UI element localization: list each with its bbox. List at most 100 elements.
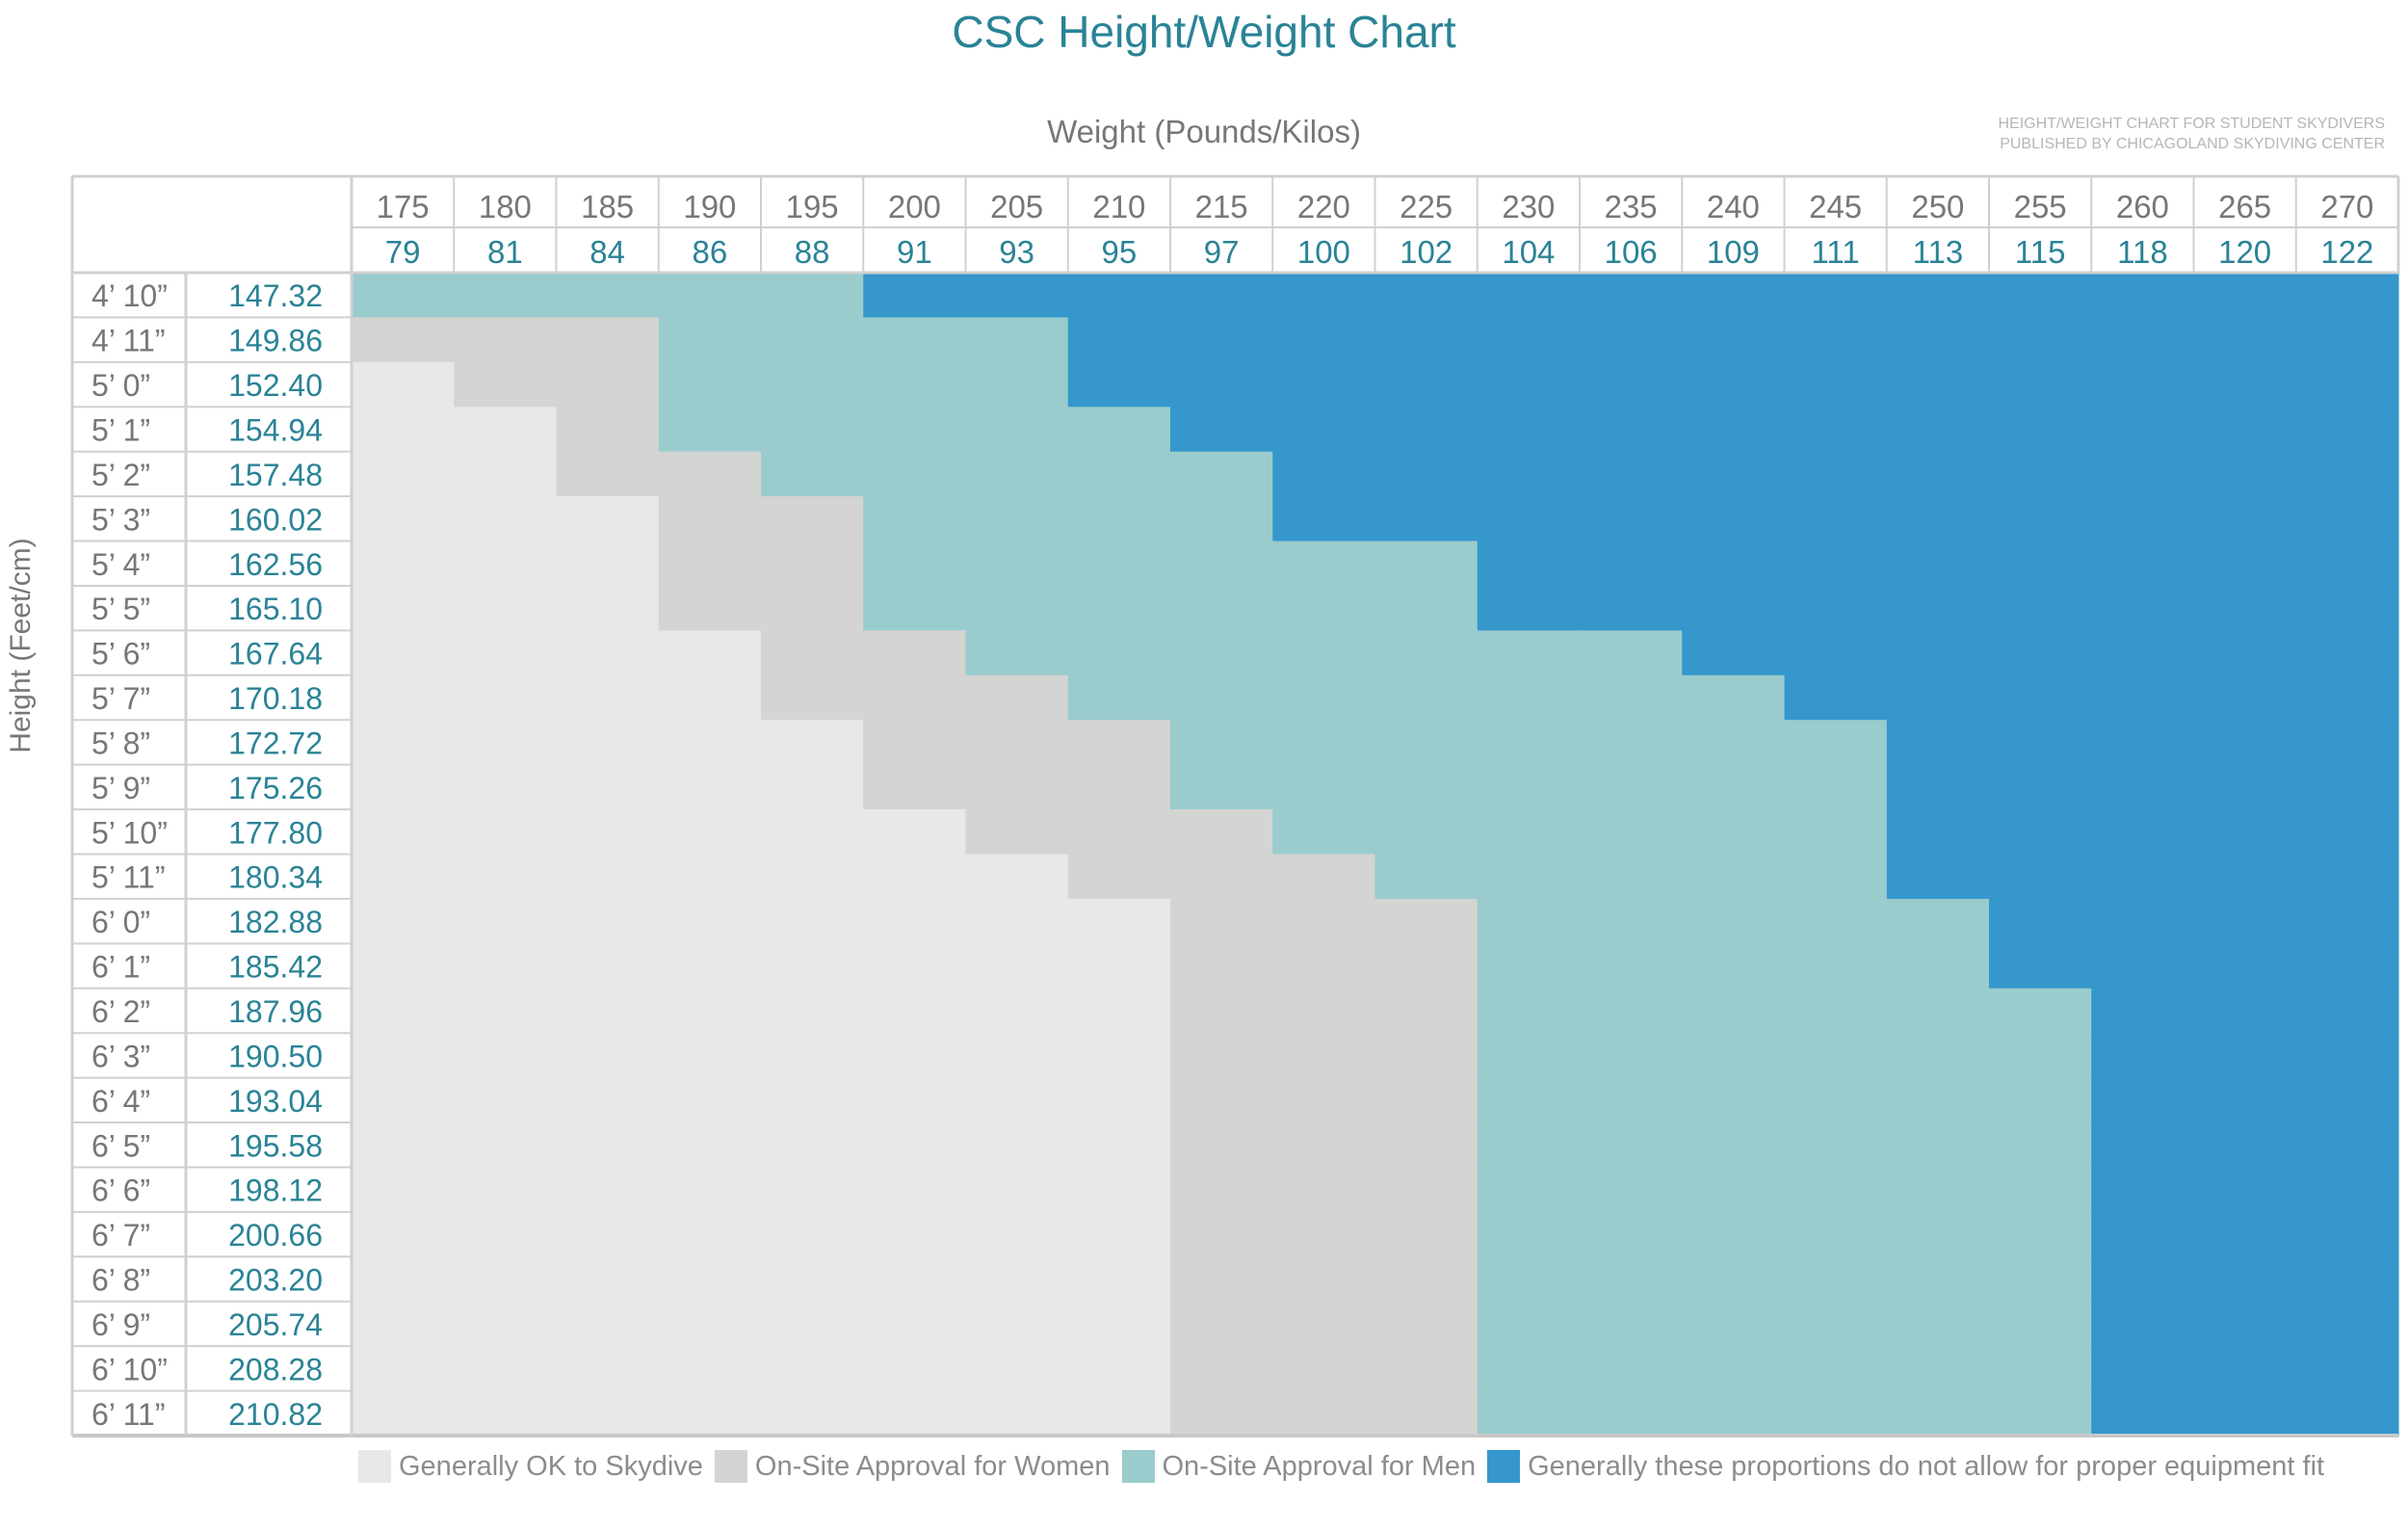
- cell-r11-c8: [1170, 764, 1273, 810]
- cell-r22-c1: [454, 1256, 558, 1303]
- cell-r3-c4: [761, 407, 864, 453]
- cell-r21-c3: [658, 1211, 762, 1257]
- cell-r0-c12: [1580, 273, 1683, 319]
- cell-r5-c17: [2091, 496, 2195, 542]
- cell-r17-c6: [965, 1033, 1069, 1079]
- cell-r9-c15: [1886, 674, 1990, 721]
- cell-r19-c19: [2295, 1122, 2399, 1169]
- cell-r9-c14: [1784, 674, 1888, 721]
- cell-r18-c0: [352, 1077, 455, 1123]
- cell-r15-c18: [2193, 943, 2297, 989]
- cell-r12-c2: [556, 809, 660, 856]
- cell-r19-c15: [1886, 1122, 1990, 1169]
- cell-r13-c6: [965, 854, 1069, 900]
- cell-r10-c5: [863, 720, 967, 766]
- cell-r4-c1: [454, 451, 558, 497]
- cell-r12-c3: [658, 809, 762, 856]
- cell-r11-c7: [1067, 764, 1171, 810]
- cell-r20-c12: [1580, 1167, 1683, 1213]
- cell-r3-c12: [1580, 407, 1683, 453]
- height-ft-label: 6’ 4”: [92, 1084, 150, 1119]
- cell-r6-c11: [1477, 541, 1581, 587]
- cell-r10-c17: [2091, 720, 2195, 766]
- cell-r14-c6: [965, 898, 1069, 944]
- cell-r10-c16: [1989, 720, 2092, 766]
- cell-r23-c5: [863, 1301, 967, 1347]
- cell-r24-c5: [863, 1346, 967, 1392]
- cell-r25-c12: [1580, 1390, 1683, 1437]
- cell-r1-c1: [454, 317, 558, 363]
- cell-r10-c9: [1272, 720, 1376, 766]
- cell-r18-c16: [1989, 1077, 2092, 1123]
- cell-r2-c14: [1784, 361, 1888, 408]
- cell-r25-c3: [658, 1390, 762, 1437]
- cell-r12-c1: [454, 809, 558, 856]
- cell-r21-c16: [1989, 1211, 2092, 1257]
- cell-r25-c15: [1886, 1390, 1990, 1437]
- cell-r7-c19: [2295, 585, 2399, 631]
- cell-r16-c6: [965, 988, 1069, 1034]
- cell-r25-c11: [1477, 1390, 1581, 1437]
- cell-r2-c12: [1580, 361, 1683, 408]
- cell-r24-c10: [1374, 1346, 1479, 1392]
- weight-kg-label: 122: [2320, 234, 2373, 270]
- cell-r17-c17: [2091, 1033, 2195, 1079]
- cell-r22-c12: [1580, 1256, 1683, 1303]
- cell-r23-c18: [2193, 1301, 2297, 1347]
- cell-r2-c19: [2295, 361, 2399, 408]
- cell-r17-c4: [761, 1033, 864, 1079]
- cell-r25-c1: [454, 1390, 558, 1437]
- cell-r11-c12: [1580, 764, 1683, 810]
- height-cm-label: 149.86: [228, 324, 323, 358]
- cell-r6-c12: [1580, 541, 1683, 587]
- height-cm-label: 193.04: [228, 1084, 323, 1119]
- cell-r17-c19: [2295, 1033, 2399, 1079]
- cell-r3-c18: [2193, 407, 2297, 453]
- height-ft-label: 5’ 3”: [92, 502, 150, 537]
- legend-label-ok: Generally OK to Skydive: [399, 1450, 703, 1482]
- cell-r8-c1: [454, 630, 558, 676]
- height-ft-label: 5’ 1”: [92, 412, 150, 447]
- cell-r23-c8: [1170, 1301, 1273, 1347]
- cell-r9-c17: [2091, 674, 2195, 721]
- cell-r5-c0: [352, 496, 455, 542]
- cell-r21-c17: [2091, 1211, 2195, 1257]
- cell-r12-c16: [1989, 809, 2092, 856]
- cell-r15-c19: [2295, 943, 2399, 989]
- cell-r25-c17: [2091, 1390, 2195, 1437]
- weight-kg-label: 81: [487, 234, 523, 270]
- cell-r9-c1: [454, 674, 558, 721]
- cell-r20-c1: [454, 1167, 558, 1213]
- cell-r14-c18: [2193, 898, 2297, 944]
- cell-r19-c8: [1170, 1122, 1273, 1169]
- height-cm-label: 160.02: [228, 502, 323, 537]
- publisher-note-line-2: PUBLISHED BY CHICAGOLAND SKYDIVING CENTE…: [2000, 136, 2385, 152]
- weight-lbs-label: 230: [1502, 189, 1555, 224]
- height-ft-label: 6’ 11”: [92, 1397, 165, 1432]
- cell-r5-c11: [1477, 496, 1581, 542]
- legend-item-men: On-Site Approval for Men: [1121, 1450, 1476, 1483]
- cell-r9-c9: [1272, 674, 1376, 721]
- cell-r22-c7: [1067, 1256, 1171, 1303]
- cell-r12-c19: [2295, 809, 2399, 856]
- cell-r9-c6: [965, 674, 1069, 721]
- cell-r11-c17: [2091, 764, 2195, 810]
- cell-r13-c8: [1170, 854, 1273, 900]
- cell-r9-c2: [556, 674, 660, 721]
- cell-r0-c19: [2295, 273, 2399, 319]
- cell-r10-c0: [352, 720, 455, 766]
- cell-r5-c6: [965, 496, 1069, 542]
- cell-r8-c0: [352, 630, 455, 676]
- cell-r8-c4: [761, 630, 864, 676]
- weight-lbs-label: 245: [1809, 189, 1862, 224]
- cell-r18-c1: [454, 1077, 558, 1123]
- cell-r10-c13: [1682, 720, 1786, 766]
- cell-r19-c2: [556, 1122, 660, 1169]
- cell-r11-c2: [556, 764, 660, 810]
- height-ft-label: 5’ 7”: [92, 681, 150, 716]
- cell-r4-c15: [1886, 451, 1990, 497]
- cell-r23-c12: [1580, 1301, 1683, 1347]
- cell-r17-c11: [1477, 1033, 1581, 1079]
- cell-r20-c7: [1067, 1167, 1171, 1213]
- height-ft-label: 6’ 5”: [92, 1128, 150, 1163]
